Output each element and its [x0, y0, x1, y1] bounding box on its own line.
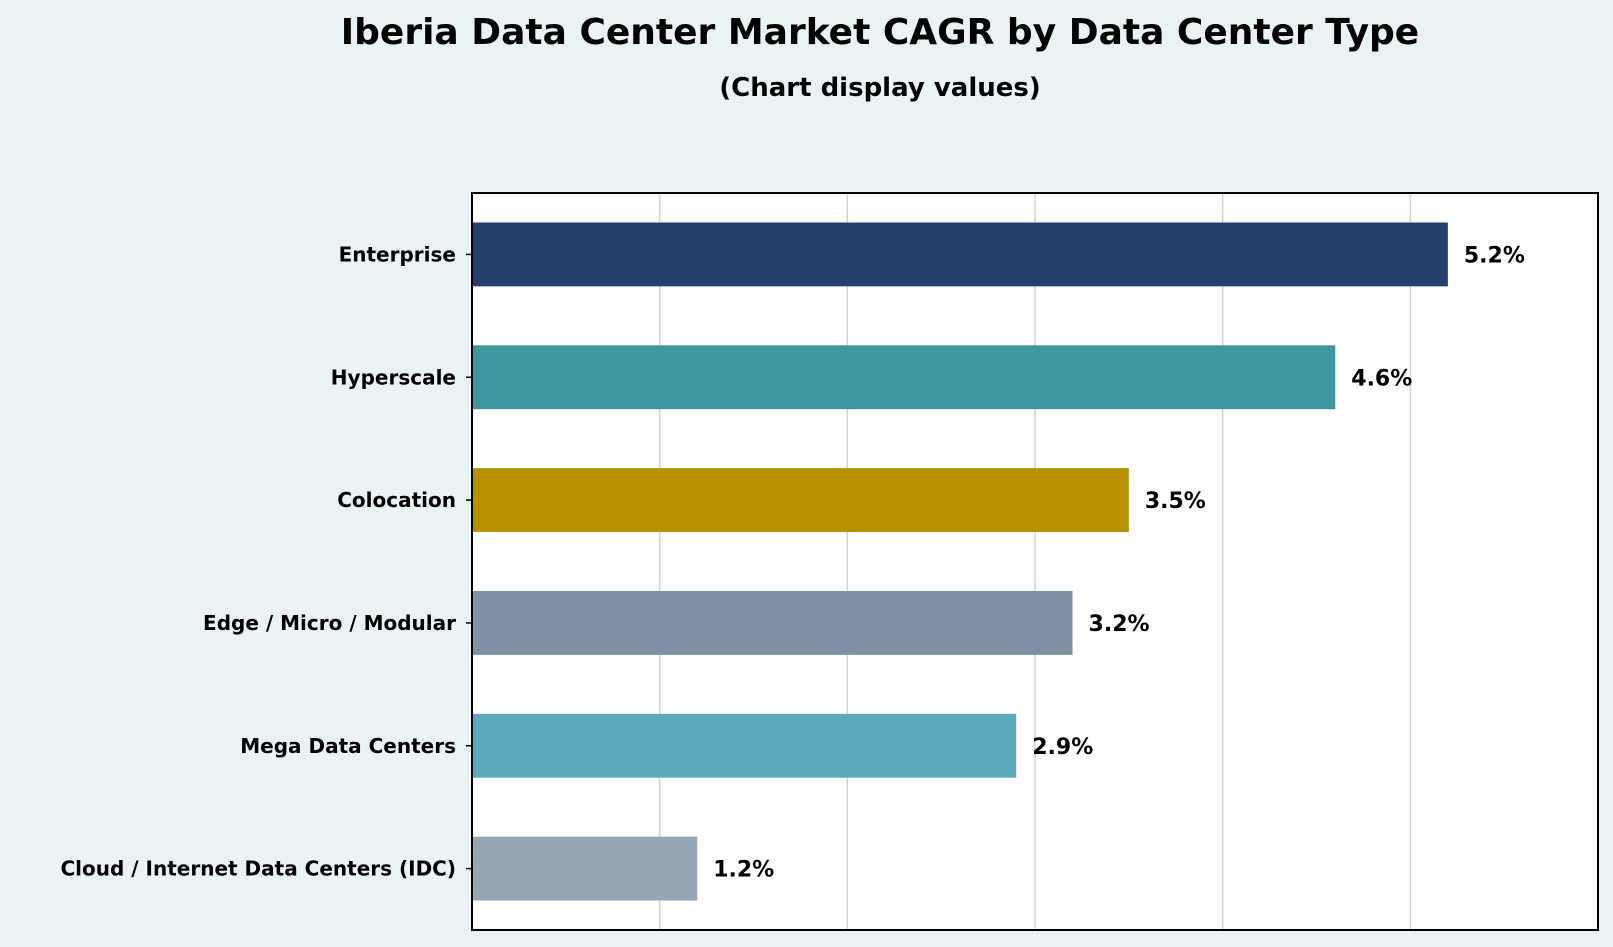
bars [472, 222, 1448, 901]
grid-lines [658, 193, 1412, 930]
category-label: Edge / Micro / Modular [203, 611, 456, 635]
labels: Enterprise 5.2% Hyperscale 4.6% Colocation 3.… [60, 242, 1524, 882]
bar [472, 713, 1017, 778]
bar [472, 345, 1336, 410]
value-label: 2.9% [1032, 735, 1093, 760]
value-label: 1.2% [713, 858, 774, 883]
bar [472, 836, 698, 901]
bar [472, 468, 1129, 533]
value-label: 3.2% [1089, 612, 1150, 637]
bar [472, 222, 1448, 287]
value-label: 4.6% [1351, 366, 1412, 391]
value-label: 5.2% [1464, 243, 1525, 268]
value-label: 3.5% [1145, 489, 1206, 514]
bar [472, 590, 1073, 655]
category-label: Enterprise [339, 242, 456, 266]
category-label: Cloud / Internet Data Centers (IDC) [60, 857, 456, 881]
category-label: Mega Data Centers [240, 734, 456, 758]
chart-title: Iberia Data Center Market CAGR by Data C… [341, 12, 1419, 53]
category-label: Colocation [337, 488, 456, 512]
category-label: Hyperscale [331, 365, 456, 389]
plot-frame [471, 192, 1599, 931]
chart-subtitle: (Chart display values) [719, 73, 1041, 103]
